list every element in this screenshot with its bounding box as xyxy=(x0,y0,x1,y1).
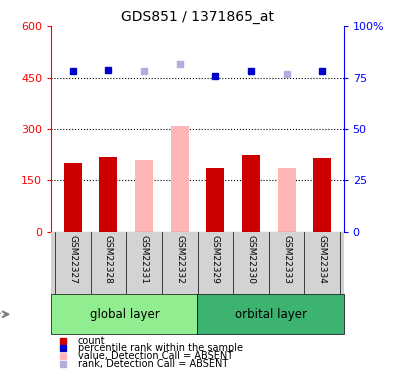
Bar xyxy=(51,232,344,294)
Text: GSM22329: GSM22329 xyxy=(211,235,220,284)
Text: GSM22331: GSM22331 xyxy=(139,235,149,284)
Text: value, Detection Call = ABSENT: value, Detection Call = ABSENT xyxy=(78,351,233,361)
Text: tissue: tissue xyxy=(0,309,2,319)
Bar xyxy=(64,163,82,232)
Text: global layer: global layer xyxy=(90,308,159,321)
Bar xyxy=(278,168,295,232)
Bar xyxy=(242,154,260,232)
Text: GSM22328: GSM22328 xyxy=(104,235,113,284)
Text: orbital layer: orbital layer xyxy=(235,308,307,321)
Bar xyxy=(100,157,117,232)
Text: GSM22330: GSM22330 xyxy=(246,235,256,284)
Text: GSM22327: GSM22327 xyxy=(68,235,77,284)
Bar xyxy=(171,126,188,232)
Bar xyxy=(207,168,224,232)
Bar xyxy=(198,294,344,334)
Bar xyxy=(51,294,198,334)
Text: GSM22333: GSM22333 xyxy=(282,235,291,284)
Text: GSM22334: GSM22334 xyxy=(318,235,327,284)
Bar xyxy=(313,158,331,232)
Text: GSM22332: GSM22332 xyxy=(175,235,184,284)
Text: count: count xyxy=(78,336,105,345)
Text: rank, Detection Call = ABSENT: rank, Detection Call = ABSENT xyxy=(78,358,228,369)
Text: percentile rank within the sample: percentile rank within the sample xyxy=(78,343,243,353)
Title: GDS851 / 1371865_at: GDS851 / 1371865_at xyxy=(121,10,274,24)
Bar xyxy=(135,160,153,232)
